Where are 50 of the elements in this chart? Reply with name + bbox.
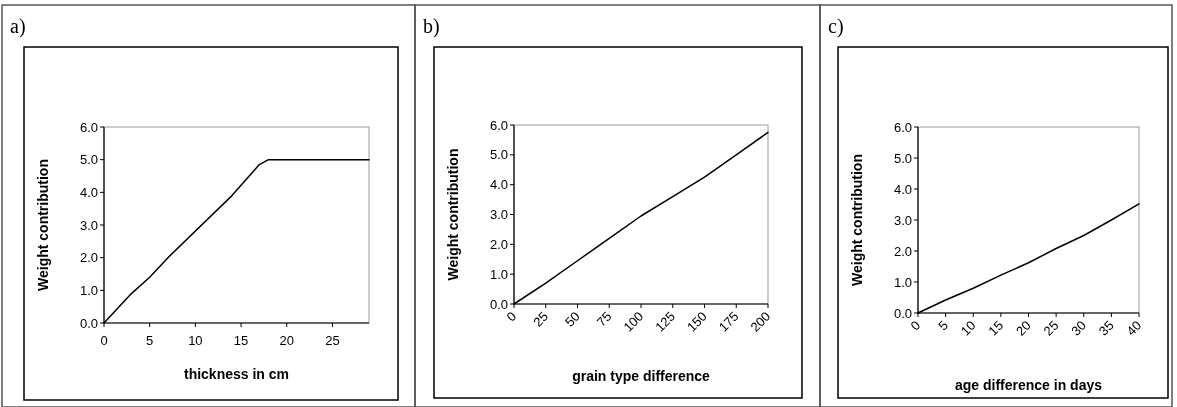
y-tick-label: 4.0 [489, 177, 508, 193]
y-tick-label: 3.0 [489, 207, 508, 223]
x-tick-label: 25 [325, 333, 340, 348]
x-tick-label: 0 [100, 333, 108, 348]
x-tick-label: 30 [1068, 317, 1090, 339]
y-tick-label: 6.0 [893, 119, 912, 135]
x-tick-label: 75 [593, 308, 615, 330]
y-tick-label: 3.0 [79, 217, 98, 233]
x-tick-label: 25 [530, 308, 552, 330]
x-tick-label: 200 [747, 308, 774, 335]
x-axis-title: grain type difference [572, 368, 711, 384]
y-tick-label: 5.0 [79, 152, 98, 168]
chart-title: c) [828, 15, 844, 38]
y-tick-label: 4.0 [79, 184, 98, 200]
x-axis-title: age difference in days [954, 377, 1103, 393]
y-tick-label: 6.0 [79, 119, 98, 135]
y-tick-label: 3.0 [893, 212, 912, 228]
x-tick-label: 25 [1040, 317, 1062, 339]
y-tick-label: 2.0 [893, 243, 912, 259]
x-tick-label: 40 [1123, 317, 1145, 339]
x-tick-label: 150 [683, 308, 710, 335]
y-tick-label: 0.0 [79, 315, 98, 331]
x-tick-label: 15 [985, 317, 1007, 339]
y-tick-label: 4.0 [893, 181, 912, 197]
y-tick-label: 1.0 [79, 282, 98, 298]
x-tick-label: 5 [146, 333, 154, 348]
y-tick-label: 1.0 [893, 274, 912, 290]
x-tick-label: 15 [233, 333, 249, 348]
x-tick-label: 10 [957, 317, 979, 339]
y-tick-label: 2.0 [79, 250, 98, 266]
chart-title: b) [423, 15, 440, 38]
chart-title: a) [10, 15, 26, 38]
y-tick-label: 1.0 [489, 266, 508, 282]
x-tick-label: 20 [1013, 317, 1034, 339]
y-tick-label: 5.0 [893, 150, 912, 166]
x-tick-label: 20 [279, 333, 294, 348]
y-tick-label: 6.0 [489, 117, 508, 133]
x-tick-label: 125 [652, 308, 679, 335]
x-tick-label: 35 [1095, 317, 1117, 339]
x-tick-label: 100 [620, 308, 647, 335]
y-tick-label: 2.0 [489, 236, 508, 252]
x-tick-label: 10 [188, 333, 203, 348]
y-tick-label: 5.0 [489, 147, 508, 163]
x-tick-label: 50 [562, 308, 583, 330]
x-axis-title: thickness in cm [183, 366, 290, 382]
y-axis-title: Weight contribution [849, 154, 865, 286]
x-tick-label: 5 [935, 317, 951, 334]
x-tick-label: 175 [715, 308, 742, 335]
y-axis-title: Weight contribution [35, 159, 51, 291]
y-axis-title: Weight contribution [445, 148, 461, 281]
